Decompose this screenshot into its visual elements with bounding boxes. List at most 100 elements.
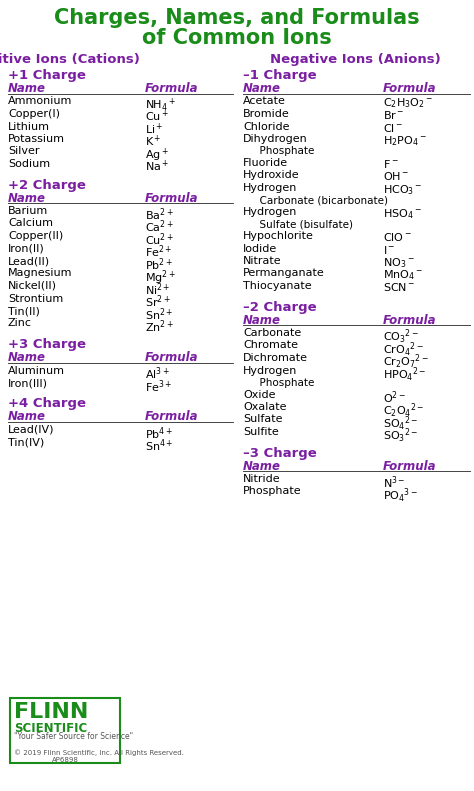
Text: H$_2$PO$_4$$^-$: H$_2$PO$_4$$^-$ <box>383 134 427 148</box>
Text: Pb$^{2+}$: Pb$^{2+}$ <box>145 256 173 273</box>
Text: Formula: Formula <box>145 191 199 205</box>
Text: Name: Name <box>8 351 46 364</box>
Text: Fluoride: Fluoride <box>243 158 288 168</box>
Text: Li$^+$: Li$^+$ <box>145 122 164 137</box>
Text: Name: Name <box>8 82 46 95</box>
Text: K$^+$: K$^+$ <box>145 134 162 149</box>
Text: Magnesium: Magnesium <box>8 268 73 278</box>
Text: Cr$_2$O$_7$$^{2-}$: Cr$_2$O$_7$$^{2-}$ <box>383 353 429 372</box>
Text: SCIENTIFIC: SCIENTIFIC <box>14 722 87 735</box>
Text: Sulfate (bisulfate): Sulfate (bisulfate) <box>253 219 353 229</box>
Text: Sn$^{4+}$: Sn$^{4+}$ <box>145 437 173 454</box>
Text: Formula: Formula <box>383 82 437 95</box>
Text: Cu$^+$: Cu$^+$ <box>145 109 169 124</box>
Text: Sodium: Sodium <box>8 159 50 169</box>
Text: Phosphate: Phosphate <box>243 486 301 497</box>
Text: Ammonium: Ammonium <box>8 97 73 107</box>
Text: AP6898: AP6898 <box>52 757 78 763</box>
Text: Lithium: Lithium <box>8 122 50 131</box>
Text: Negative Ions (Anions): Negative Ions (Anions) <box>270 53 440 66</box>
Text: OH$^-$: OH$^-$ <box>383 171 410 183</box>
Text: Bromide: Bromide <box>243 109 290 119</box>
Text: HPO$_4$$^{2-}$: HPO$_4$$^{2-}$ <box>383 365 427 384</box>
Text: SO$_4$$^{2-}$: SO$_4$$^{2-}$ <box>383 414 419 433</box>
Text: –1 Charge: –1 Charge <box>243 69 317 82</box>
Text: Hydrogen: Hydrogen <box>243 183 297 193</box>
Text: Dihydrogen: Dihydrogen <box>243 134 308 144</box>
Text: Iron(II): Iron(II) <box>8 244 45 253</box>
Text: Cl$^-$: Cl$^-$ <box>383 122 403 134</box>
Text: Name: Name <box>8 191 46 205</box>
Text: Formula: Formula <box>145 351 199 364</box>
Text: N$^{3-}$: N$^{3-}$ <box>383 474 406 490</box>
Text: Sr$^{2+}$: Sr$^{2+}$ <box>145 293 171 310</box>
Text: +2 Charge: +2 Charge <box>8 179 86 191</box>
Text: Carbonate (bicarbonate): Carbonate (bicarbonate) <box>253 195 388 206</box>
Text: Na$^+$: Na$^+$ <box>145 159 169 174</box>
Text: Iron(III): Iron(III) <box>8 378 48 388</box>
Text: Lead(II): Lead(II) <box>8 256 50 266</box>
Text: HCO$_3$$^-$: HCO$_3$$^-$ <box>383 183 422 197</box>
Text: CrO$_4$$^{2-}$: CrO$_4$$^{2-}$ <box>383 340 424 359</box>
Text: Ni$^{2+}$: Ni$^{2+}$ <box>145 281 171 297</box>
Text: I$^-$: I$^-$ <box>383 244 395 255</box>
Text: –2 Charge: –2 Charge <box>243 301 317 313</box>
Text: Nickel(II): Nickel(II) <box>8 281 57 291</box>
Text: –3 Charge: –3 Charge <box>243 446 317 460</box>
Text: Phosphate: Phosphate <box>253 378 314 388</box>
Text: +3 Charge: +3 Charge <box>8 338 86 351</box>
Text: Permanganate: Permanganate <box>243 268 325 278</box>
Text: Ba$^{2+}$: Ba$^{2+}$ <box>145 206 173 222</box>
Text: Tin(IV): Tin(IV) <box>8 437 44 448</box>
Text: Positive Ions (Cations): Positive Ions (Cations) <box>0 53 139 66</box>
Text: C$_2$O$_4$$^{2-}$: C$_2$O$_4$$^{2-}$ <box>383 402 424 420</box>
Text: Sulfate: Sulfate <box>243 414 283 425</box>
Text: +1 Charge: +1 Charge <box>8 69 86 82</box>
Text: Hydrogen: Hydrogen <box>243 365 297 376</box>
Text: HSO$_4$$^-$: HSO$_4$$^-$ <box>383 207 422 221</box>
Text: Silver: Silver <box>8 146 39 157</box>
Text: NH$_4$$^+$: NH$_4$$^+$ <box>145 97 176 114</box>
Text: Chloride: Chloride <box>243 122 290 131</box>
Text: Formula: Formula <box>383 313 437 327</box>
Text: F$^-$: F$^-$ <box>383 158 399 170</box>
Text: Zinc: Zinc <box>8 319 32 328</box>
Text: Name: Name <box>243 460 281 472</box>
Text: Formula: Formula <box>383 460 437 472</box>
Text: FLINN: FLINN <box>14 702 88 722</box>
Text: MnO$_4$$^-$: MnO$_4$$^-$ <box>383 268 423 282</box>
Text: Ca$^{2+}$: Ca$^{2+}$ <box>145 218 174 235</box>
Text: © 2019 Flinn Scientific, Inc. All Rights Reserved.: © 2019 Flinn Scientific, Inc. All Rights… <box>14 749 184 755</box>
Text: Pb$^{4+}$: Pb$^{4+}$ <box>145 425 173 441</box>
Text: Fe$^{3+}$: Fe$^{3+}$ <box>145 378 173 395</box>
Text: Phosphate: Phosphate <box>253 146 314 157</box>
Text: Copper(II): Copper(II) <box>8 231 63 241</box>
Text: Calcium: Calcium <box>8 218 53 229</box>
Text: Br$^-$: Br$^-$ <box>383 109 404 121</box>
Text: NO$_3$$^-$: NO$_3$$^-$ <box>383 256 415 270</box>
Text: Hypochlorite: Hypochlorite <box>243 231 314 241</box>
Text: Chromate: Chromate <box>243 340 298 350</box>
Text: Carbonate: Carbonate <box>243 328 301 338</box>
Text: C$_2$H$_3$O$_2$$^-$: C$_2$H$_3$O$_2$$^-$ <box>383 97 433 110</box>
Text: Acetate: Acetate <box>243 97 286 107</box>
Text: +4 Charge: +4 Charge <box>8 398 86 411</box>
Text: Ag$^+$: Ag$^+$ <box>145 146 169 164</box>
Text: O$^{2-}$: O$^{2-}$ <box>383 389 406 406</box>
Text: Aluminum: Aluminum <box>8 365 65 376</box>
Text: SCN$^-$: SCN$^-$ <box>383 281 415 293</box>
Text: ClO$^-$: ClO$^-$ <box>383 231 412 243</box>
Text: Sn$^{2+}$: Sn$^{2+}$ <box>145 306 173 323</box>
Text: Name: Name <box>243 313 281 327</box>
Text: Oxide: Oxide <box>243 389 275 399</box>
Text: Dichromate: Dichromate <box>243 353 308 363</box>
Text: Cu$^{2+}$: Cu$^{2+}$ <box>145 231 174 248</box>
Text: Charges, Names, and Formulas: Charges, Names, and Formulas <box>54 8 420 28</box>
Text: Sulfite: Sulfite <box>243 427 279 437</box>
Text: SO$_3$$^{2-}$: SO$_3$$^{2-}$ <box>383 427 419 445</box>
Text: Tin(II): Tin(II) <box>8 306 40 316</box>
Text: Thiocyanate: Thiocyanate <box>243 281 311 291</box>
Text: Oxalate: Oxalate <box>243 402 286 412</box>
Text: Al$^{3+}$: Al$^{3+}$ <box>145 365 170 382</box>
Text: Iodide: Iodide <box>243 244 277 253</box>
